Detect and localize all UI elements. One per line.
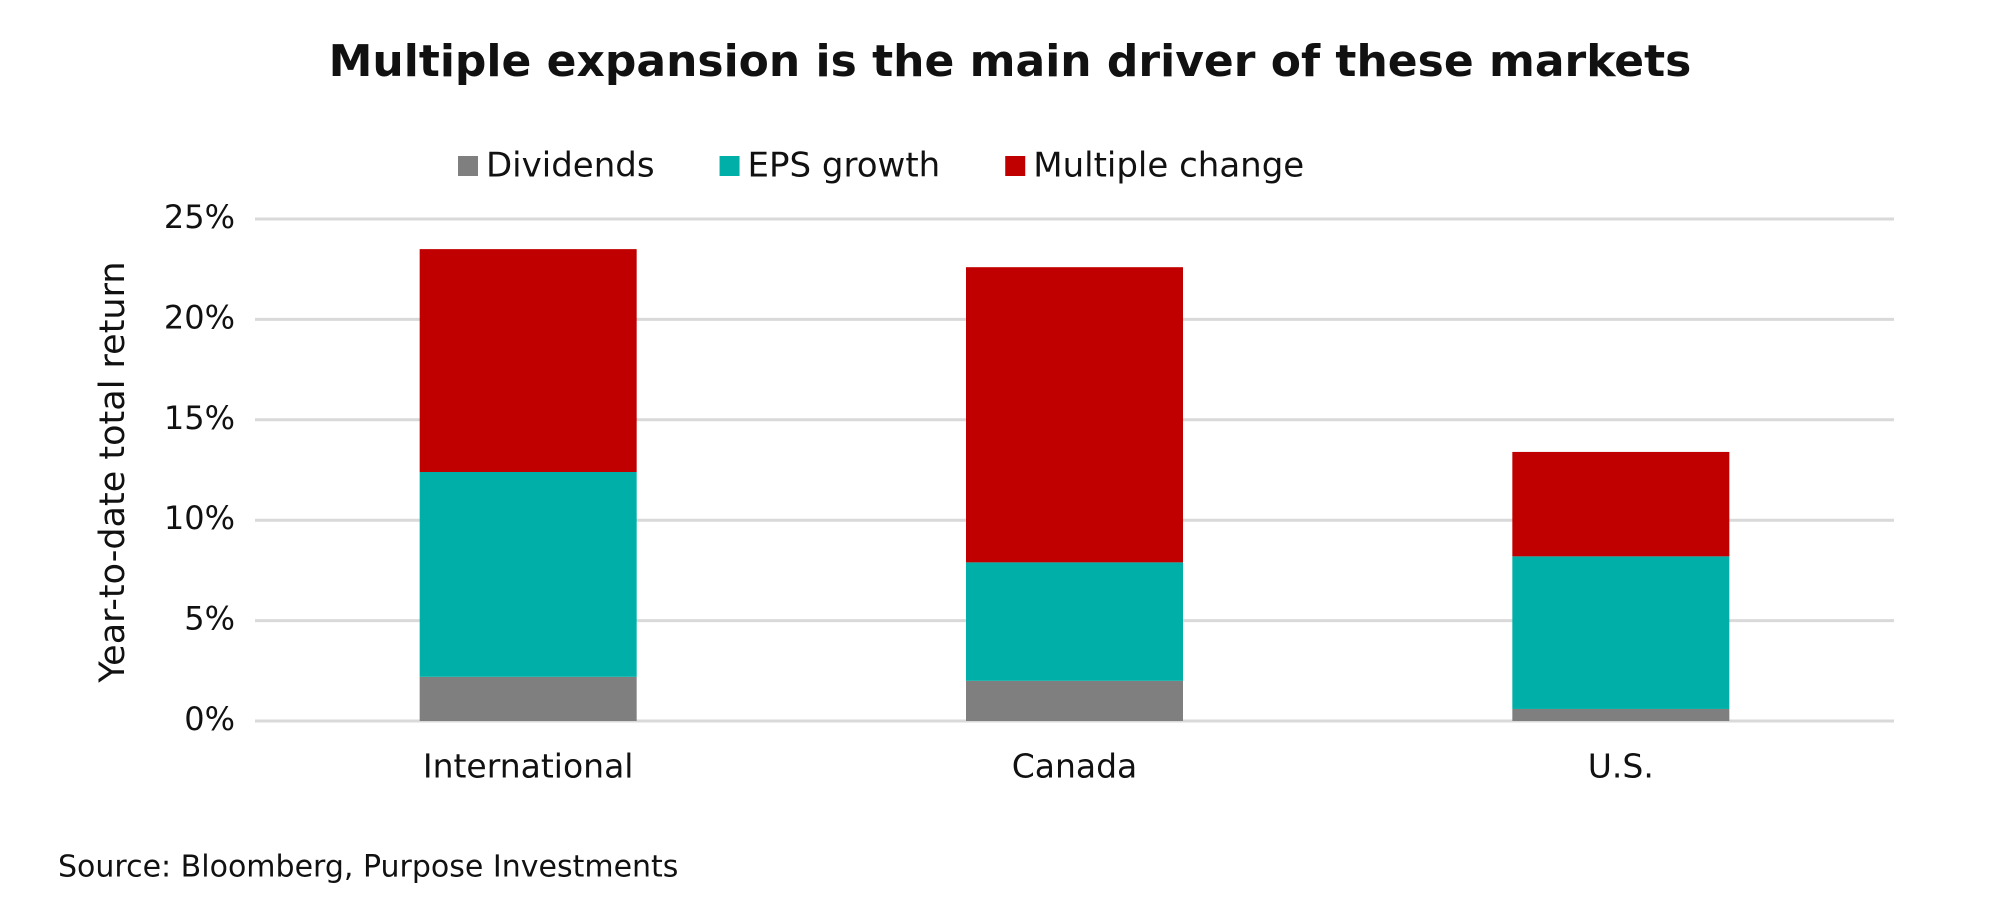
bar-segment	[1512, 556, 1730, 709]
bar-segment	[419, 472, 637, 677]
y-tick-label: 10%	[164, 499, 235, 537]
bar-segment	[419, 249, 637, 473]
y-tick-label: 0%	[184, 700, 235, 738]
bar-segment	[966, 680, 1183, 721]
legend-label: EPS growth	[748, 146, 941, 186]
bar-segment	[1512, 451, 1730, 557]
legend-label: Multiple change	[1033, 146, 1304, 186]
y-tick-label: 15%	[164, 399, 235, 437]
y-tick-label: 20%	[164, 298, 235, 336]
y-tick-label: 5%	[184, 600, 235, 638]
legend-swatch	[1005, 156, 1026, 176]
legend-swatch	[458, 156, 478, 176]
legend-label: Dividends	[486, 146, 655, 186]
x-tick-label: U.S.	[1588, 747, 1654, 786]
x-tick-label: Canada	[1012, 747, 1138, 786]
y-tick-label: 25%	[164, 198, 235, 236]
source-note: Source: Bloomberg, Purpose Investments	[58, 850, 678, 885]
x-tick-label: International	[423, 747, 634, 786]
y-axis-label: Year-to-date total return	[93, 261, 133, 683]
bar-segment	[966, 562, 1183, 681]
bar-segment	[1512, 708, 1730, 721]
bar-segment	[966, 267, 1183, 563]
bar-segment	[419, 676, 637, 721]
chart-title: Multiple expansion is the main driver of…	[329, 36, 1692, 87]
legend-swatch	[719, 156, 740, 176]
